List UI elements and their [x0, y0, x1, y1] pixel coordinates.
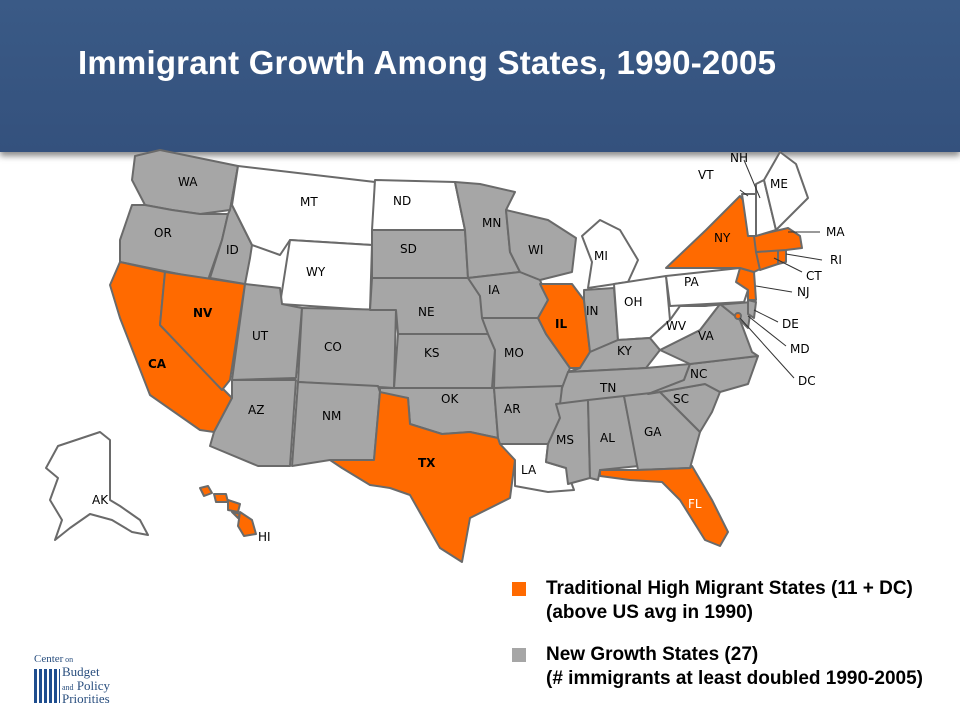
state-DC	[734, 312, 742, 320]
label-WV: WV	[666, 319, 687, 333]
label-NE: NE	[418, 305, 435, 319]
label-LA: LA	[521, 463, 537, 477]
label-AK: AK	[92, 493, 109, 507]
state-ND	[371, 179, 466, 231]
state-TX	[329, 391, 516, 563]
legend-line1: Traditional High Migrant States (11 + DC…	[546, 578, 913, 599]
state-HI	[199, 485, 257, 537]
legend-swatch-traditional	[512, 582, 526, 596]
title-banner: Immigrant Growth Among States, 1990-2005	[0, 0, 960, 152]
state-MI	[581, 219, 639, 289]
label-IL: IL	[555, 317, 567, 331]
label-CA: CA	[148, 357, 167, 371]
label-VT: VT	[698, 168, 714, 182]
state-FL	[599, 465, 729, 547]
label-MA: MA	[826, 225, 845, 239]
label-WI: WI	[528, 243, 543, 257]
label-MI: MI	[594, 249, 608, 263]
label-OH: OH	[624, 295, 642, 309]
state-KS	[393, 333, 496, 389]
label-WY: WY	[306, 265, 326, 279]
leader-lines	[739, 159, 823, 379]
label-NM: NM	[322, 409, 341, 423]
label-SD: SD	[400, 242, 417, 256]
label-AZ: AZ	[248, 403, 264, 417]
legend-text-traditional: Traditional High Migrant States (11 + DC…	[546, 577, 913, 625]
state-SD	[371, 229, 469, 279]
label-OK: OK	[441, 392, 459, 406]
label-IN: IN	[586, 304, 599, 318]
label-MS: MS	[556, 433, 574, 447]
state-KY	[567, 337, 661, 373]
legend-line2: (# immigrants at least doubled 1990-2005…	[546, 668, 923, 689]
label-NC: NC	[690, 367, 707, 381]
label-SC: SC	[673, 392, 689, 406]
label-MD: MD	[790, 342, 810, 356]
label-KY: KY	[617, 344, 632, 358]
label-ME: ME	[770, 177, 788, 191]
label-KS: KS	[424, 346, 440, 360]
label-ID: ID	[226, 243, 239, 257]
label-IA: IA	[488, 283, 501, 297]
label-AL: AL	[600, 431, 615, 445]
label-AR: AR	[504, 402, 521, 416]
label-TX: TX	[418, 456, 436, 470]
label-TN: TN	[599, 381, 616, 395]
logo-mark-icon	[34, 669, 60, 703]
logo-line1: Center on	[34, 653, 74, 665]
legend-line1: New Growth States (27)	[546, 644, 759, 665]
label-FL: FL	[688, 497, 702, 511]
label-WA: WA	[178, 175, 198, 189]
label-MT: MT	[300, 195, 318, 209]
label-GA: GA	[644, 425, 662, 439]
state-AZ	[209, 379, 297, 467]
label-MO: MO	[504, 346, 524, 360]
state-NM	[291, 381, 381, 467]
state-DE	[747, 299, 757, 319]
legend-text-new-growth: New Growth States (27) (# immigrants at …	[546, 643, 923, 691]
label-DC: DC	[798, 374, 816, 388]
label-RI: RI	[830, 253, 842, 267]
state-WI	[505, 209, 577, 281]
slide-title: Immigrant Growth Among States, 1990-2005	[78, 44, 777, 81]
label-PA: PA	[684, 275, 699, 289]
label-NV: NV	[193, 306, 213, 320]
label-ND: ND	[393, 194, 411, 208]
logo-line2: Budget	[62, 664, 100, 679]
label-VA: VA	[698, 329, 714, 343]
label-CO: CO	[324, 340, 342, 354]
state-NC	[647, 355, 759, 395]
legend-swatch-new-growth	[512, 648, 526, 662]
label-CT: CT	[806, 269, 822, 283]
state-WY	[279, 239, 373, 311]
label-OR: OR	[154, 226, 172, 240]
state-PA	[665, 267, 749, 307]
state-AK	[45, 431, 149, 541]
state-IL	[537, 283, 591, 369]
label-MN: MN	[482, 216, 501, 230]
state-CO	[297, 307, 397, 389]
state-ME	[763, 151, 809, 231]
logo-line3: and Policy	[62, 678, 111, 693]
label-NH: NH	[730, 151, 748, 165]
legend-line2: (above US avg in 1990)	[546, 602, 753, 623]
logo-line4: Priorities	[62, 691, 110, 706]
label-HI: HI	[258, 530, 271, 544]
label-DE: DE	[782, 317, 799, 331]
label-UT: UT	[252, 329, 269, 343]
cbpp-logo: Center on Budget and Policy Priorities	[34, 653, 144, 706]
state-CT	[755, 249, 779, 271]
label-NY: NY	[714, 231, 731, 245]
label-NJ: NJ	[797, 285, 810, 299]
state-labels: WA OR CA NV ID MT WY UT AZ CO NM ND SD N…	[92, 151, 845, 544]
